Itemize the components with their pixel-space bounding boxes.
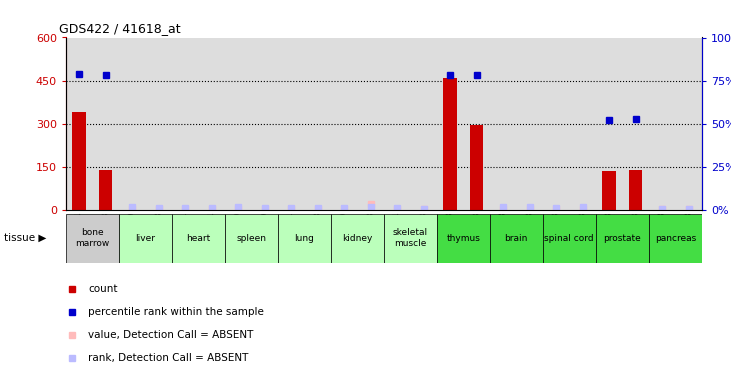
Text: bone
marrow: bone marrow [75, 228, 110, 248]
Text: skeletal
muscle: skeletal muscle [393, 228, 428, 248]
Bar [172, 214, 225, 262]
Bar [72, 112, 86, 210]
Bar [118, 214, 172, 262]
Text: percentile rank within the sample: percentile rank within the sample [88, 307, 264, 317]
Bar [648, 214, 702, 262]
Bar [602, 171, 616, 210]
Bar [490, 214, 542, 262]
Text: heart: heart [186, 234, 211, 243]
Text: spinal cord: spinal cord [545, 234, 594, 243]
Bar [384, 214, 437, 262]
Text: liver: liver [135, 234, 155, 243]
Bar [278, 214, 330, 262]
Bar [444, 78, 457, 210]
Text: value, Detection Call = ABSENT: value, Detection Call = ABSENT [88, 330, 254, 340]
Bar [99, 170, 112, 210]
Bar [66, 214, 118, 262]
Text: count: count [88, 284, 118, 294]
Text: tissue ▶: tissue ▶ [4, 233, 46, 243]
Text: prostate: prostate [603, 234, 641, 243]
Text: lung: lung [295, 234, 314, 243]
Bar [596, 214, 649, 262]
Bar [437, 214, 490, 262]
Text: spleen: spleen [236, 234, 266, 243]
Bar [330, 214, 384, 262]
Text: thymus: thymus [447, 234, 480, 243]
Text: kidney: kidney [342, 234, 373, 243]
Bar [470, 125, 483, 210]
Text: pancreas: pancreas [655, 234, 696, 243]
Text: GDS422 / 41618_at: GDS422 / 41618_at [59, 22, 181, 35]
Bar [225, 214, 278, 262]
Bar [542, 214, 596, 262]
Text: rank, Detection Call = ABSENT: rank, Detection Call = ABSENT [88, 353, 249, 363]
Bar [629, 170, 642, 210]
Text: brain: brain [504, 234, 528, 243]
